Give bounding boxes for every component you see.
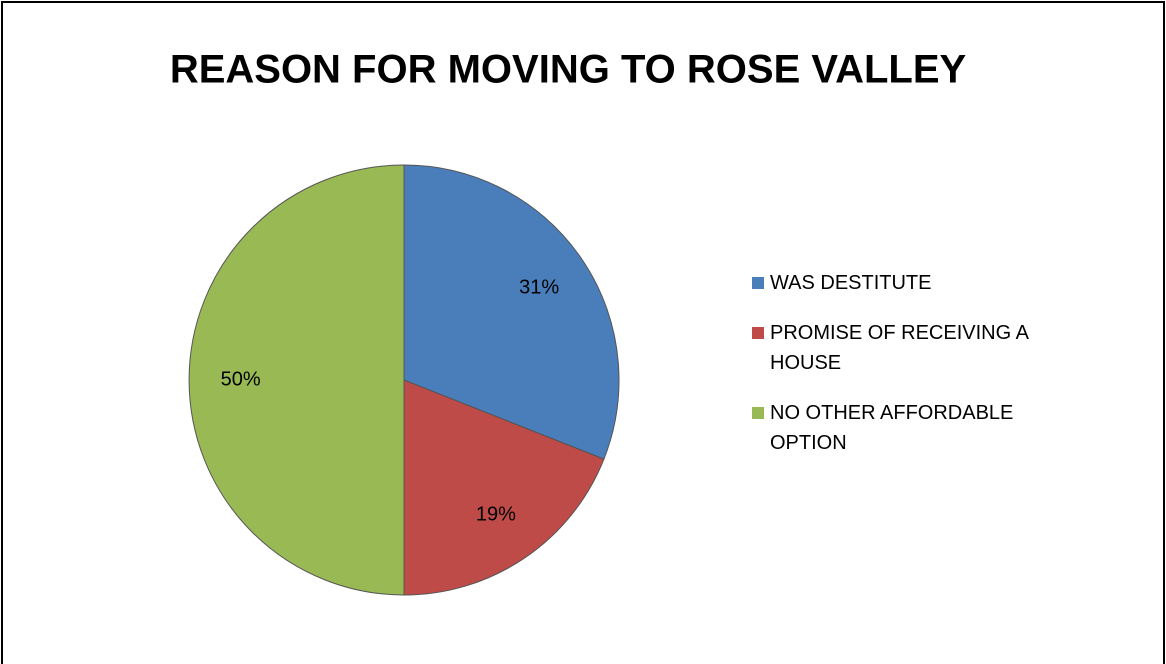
data-label: 50% bbox=[221, 368, 261, 390]
legend-swatch bbox=[752, 327, 764, 339]
legend-label: WAS DESTITUTE bbox=[770, 272, 932, 294]
legend-item: PROMISE OF RECEIVING A HOUSE bbox=[752, 318, 1112, 378]
pie-slice bbox=[188, 164, 405, 596]
legend-swatch bbox=[752, 407, 764, 419]
pie-slice bbox=[403, 379, 605, 596]
pie-slice bbox=[403, 164, 620, 460]
legend-item: NO OTHER AFFORDABLE OPTION bbox=[752, 398, 1112, 458]
chart-title: REASON FOR MOVING TO ROSE VALLEY bbox=[170, 48, 967, 92]
legend-item: WAS DESTITUTE bbox=[752, 268, 1112, 298]
data-label: 19% bbox=[476, 503, 516, 525]
legend-label: NO OTHER AFFORDABLE OPTION bbox=[770, 402, 1014, 454]
legend-swatch bbox=[752, 277, 764, 289]
legend-label: PROMISE OF RECEIVING A HOUSE bbox=[770, 322, 1028, 374]
data-label: 31% bbox=[519, 276, 559, 298]
legend: WAS DESTITUTE PROMISE OF RECEIVING A HOUS… bbox=[752, 268, 1112, 478]
